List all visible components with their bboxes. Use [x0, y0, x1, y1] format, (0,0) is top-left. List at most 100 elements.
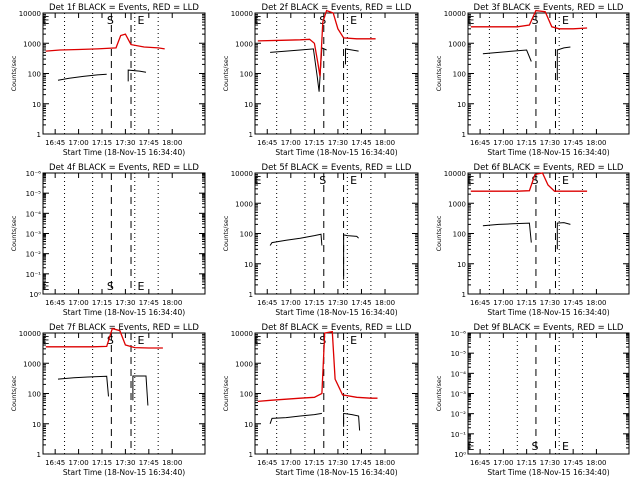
x-tick-label: 17:45	[351, 299, 371, 307]
y-tick-label: 10	[457, 261, 466, 269]
panel-9: Det 9f BLACK = Events, RED = LLD 10⁰ 10⁻¹ 1…	[435, 323, 630, 477]
x-tick-label: 17:30	[115, 139, 135, 147]
y-tick-label: 10	[32, 101, 41, 109]
x-tick-label: 17:15	[92, 459, 112, 467]
edge-marker: E	[468, 14, 475, 27]
x-tick-label: 18:00	[586, 139, 606, 147]
x-tick-label: 17:00	[281, 139, 301, 147]
y-tick-label: 10	[244, 261, 253, 269]
y-tick-label: 1000	[23, 40, 41, 48]
x-tick-label: 16:45	[257, 299, 277, 307]
x-tick-label: 16:45	[470, 139, 490, 147]
series-line	[470, 172, 588, 192]
x-tick-label: 18:00	[162, 139, 182, 147]
start-marker: S	[531, 440, 538, 453]
y-tick-label: 10⁻²	[26, 251, 42, 259]
y-tick-label: 1	[37, 451, 41, 459]
plot-frame	[254, 12, 419, 135]
x-tick-label: 17:45	[139, 139, 159, 147]
y-tick-label: 100	[240, 231, 253, 239]
start-marker: S	[531, 14, 538, 27]
x-tick-label: 17:15	[304, 299, 324, 307]
edge-marker: E	[255, 334, 262, 347]
x-tick-label: 17:30	[328, 459, 348, 467]
y-tick-label: 1	[462, 291, 466, 299]
y-tick-label: 100	[453, 231, 466, 239]
x-axis-label: Start Time (18-Nov-15 16:34:40)	[487, 468, 609, 477]
x-tick-label: 17:15	[517, 139, 537, 147]
end-marker: E	[138, 334, 145, 347]
edge-marker: E	[468, 174, 475, 187]
y-tick-label: 10⁻¹	[451, 431, 467, 439]
series-line	[45, 33, 165, 52]
y-tick-label: 100	[28, 71, 41, 79]
y-tick-label: 1	[37, 131, 41, 139]
x-tick-label: 17:00	[493, 139, 513, 147]
y-tick-label: 10000	[444, 10, 466, 18]
end-marker: E	[350, 14, 357, 27]
y-tick-label: 100	[453, 71, 466, 79]
y-tick-label: 10⁻¹	[26, 271, 42, 279]
y-tick-label: 1000	[235, 200, 253, 208]
panel-4: Det 4f BLACK = Events, RED = LLD 10⁰ 10⁻¹ 1…	[10, 163, 206, 317]
x-tick-label: 17:00	[493, 299, 513, 307]
y-tick-label: 1	[249, 291, 253, 299]
y-tick-label: 10⁰	[29, 291, 41, 299]
series-line	[470, 9, 588, 30]
y-axis-label: Counts/sec	[10, 215, 18, 251]
x-axis-label: Start Time (18-Nov-15 16:34:40)	[275, 148, 397, 157]
series-line	[257, 330, 378, 403]
x-tick-label: 17:15	[304, 459, 324, 467]
end-marker: E	[350, 334, 357, 347]
x-tick-label: 17:45	[139, 459, 159, 467]
y-tick-label: 10000	[19, 330, 41, 338]
y-tick-label: 10⁻³	[451, 391, 467, 399]
plot-frame	[254, 172, 419, 295]
panel-title: Det 7f BLACK = Events, RED = LLD	[49, 323, 199, 333]
y-tick-label: 1000	[23, 360, 41, 368]
edge-marker: E	[43, 334, 50, 347]
y-axis-label: Counts/sec	[222, 375, 230, 411]
series-line	[482, 49, 532, 62]
end-marker: E	[562, 14, 569, 27]
x-tick-label: 18:00	[162, 299, 182, 307]
y-axis-label: Counts/sec	[222, 55, 230, 91]
y-tick-label: 10⁻⁶	[26, 170, 42, 178]
series-line	[269, 233, 323, 246]
x-tick-label: 17:30	[328, 299, 348, 307]
edge-marker: E	[255, 14, 262, 27]
y-tick-label: 1	[462, 131, 466, 139]
series-line	[57, 73, 107, 81]
y-tick-label: 1000	[448, 40, 466, 48]
end-marker: E	[562, 174, 569, 187]
y-tick-label: 10⁻³	[26, 231, 42, 239]
x-tick-label: 17:45	[139, 299, 159, 307]
y-axis-label: Counts/sec	[435, 215, 443, 251]
y-tick-label: 1000	[235, 360, 253, 368]
series-line	[257, 9, 376, 77]
x-tick-label: 17:45	[563, 139, 583, 147]
series-line	[57, 375, 109, 397]
x-tick-label: 17:45	[351, 139, 371, 147]
x-tick-label: 17:30	[540, 459, 560, 467]
y-tick-label: 10000	[231, 330, 253, 338]
x-tick-label: 17:00	[68, 299, 88, 307]
x-tick-label: 17:45	[563, 459, 583, 467]
panel-6: Det 6f BLACK = Events, RED = LLD 1 10 100 10…	[435, 163, 630, 317]
edge-marker: E	[43, 14, 50, 27]
end-marker: E	[350, 174, 357, 187]
edge-marker: E	[468, 440, 475, 453]
x-tick-label: 17:15	[517, 299, 537, 307]
end-marker: E	[562, 440, 569, 453]
x-tick-label: 17:15	[304, 139, 324, 147]
plot-frame	[467, 12, 630, 135]
y-tick-label: 1	[249, 451, 253, 459]
x-tick-label: 18:00	[162, 459, 182, 467]
x-tick-label: 17:30	[115, 299, 135, 307]
y-axis-label: Counts/sec	[222, 215, 230, 251]
x-tick-label: 17:00	[493, 459, 513, 467]
y-tick-label: 10⁻²	[451, 411, 467, 419]
y-axis-label: Counts/sec	[435, 55, 443, 91]
x-tick-label: 16:45	[45, 459, 65, 467]
